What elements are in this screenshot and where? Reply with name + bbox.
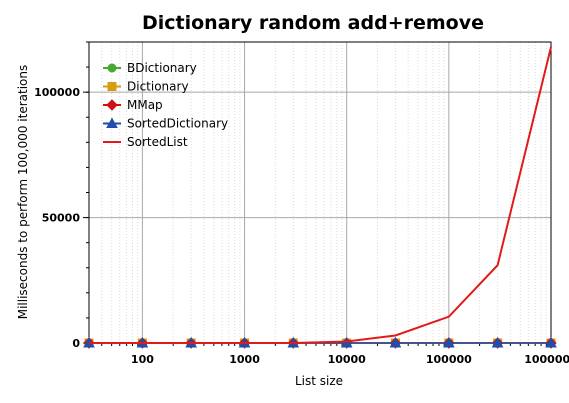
x-axis-label: List size (295, 374, 343, 388)
y-tick-label: 100000 (34, 86, 80, 99)
y-axis-label: Milliseconds to perform 100,000 iteratio… (16, 65, 30, 320)
legend-swatch-marker (107, 82, 117, 91)
chart-title: Dictionary random add+remove (142, 12, 484, 34)
legend-swatch-marker (106, 99, 118, 111)
legend-label: Dictionary (127, 80, 189, 94)
legend-item-bdictionary: BDictionary (103, 61, 197, 75)
data-point-sorteddictionary (389, 336, 402, 348)
series-sortedlist (89, 46, 552, 344)
x-tick-label: 10000 (328, 353, 367, 366)
legend-item-sortedlist: SortedList (103, 135, 188, 149)
x-tick-label: 100000 (426, 353, 472, 366)
data-point-sorteddictionary (443, 336, 455, 348)
legend-swatch-marker (106, 117, 118, 128)
y-tick-label: 0 (72, 337, 80, 350)
legend-label: BDictionary (127, 61, 197, 75)
legend-item-mmap: MMap (103, 98, 163, 112)
legend: BDictionary Dictionary MMap SortedDictionar… (103, 61, 228, 149)
legend-label: SortedList (127, 135, 188, 149)
data-point-sorteddictionary (545, 336, 557, 348)
x-tick-label: 1000 (229, 353, 260, 366)
legend-label: MMap (127, 98, 163, 112)
data-point-sorteddictionary (491, 336, 504, 348)
y-tick-label: 50000 (42, 212, 81, 225)
legend-label: SortedDictionary (127, 117, 228, 131)
x-tick-label: 100 (131, 353, 154, 366)
series-layer (83, 46, 557, 349)
x-tick-label: 1000000 (524, 353, 569, 366)
legend-item-dictionary: Dictionary (103, 80, 189, 94)
legend-item-sorteddictionary: SortedDictionary (103, 117, 228, 131)
legend-swatch-marker (107, 63, 117, 73)
series-line-sortedlist (89, 46, 552, 344)
